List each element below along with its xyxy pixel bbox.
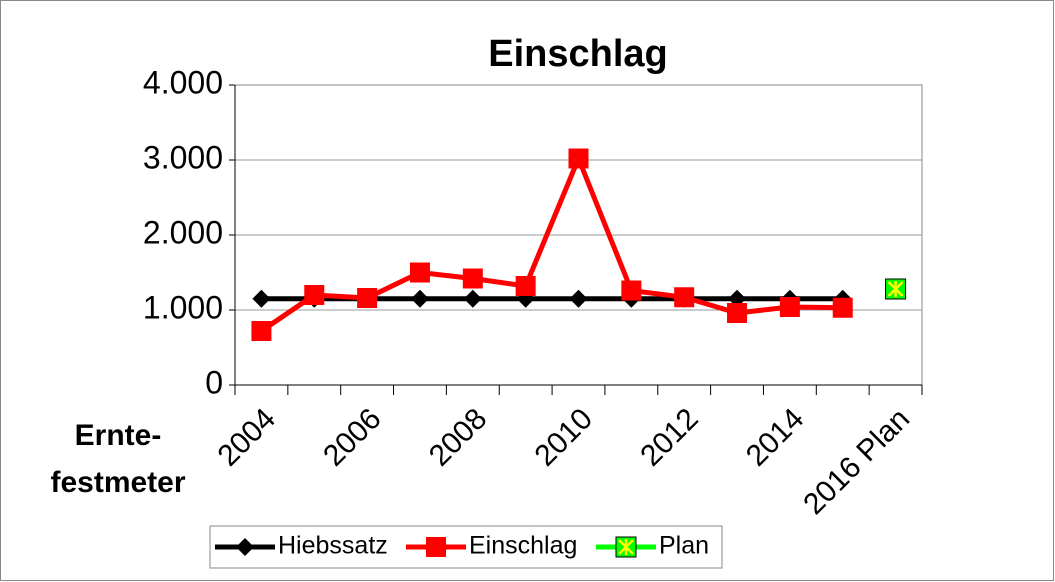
marker-shape: [569, 289, 588, 308]
marker-shape: [463, 289, 482, 308]
data-point: [569, 289, 588, 308]
data-point: [885, 278, 907, 300]
data-point: [779, 297, 800, 317]
marker-shape: [426, 537, 446, 557]
marker-shape: [462, 268, 483, 289]
marker-shape: [251, 321, 272, 341]
legend-marker: [236, 538, 254, 556]
y-tick-label: 4.000: [143, 64, 223, 100]
data-point: [251, 321, 272, 341]
marker-shape: [674, 287, 695, 308]
legend-label: Einschlag: [469, 532, 577, 560]
marker-shape: [568, 148, 589, 169]
marker-shape: [779, 297, 800, 317]
data-point: [515, 276, 536, 296]
marker-shape: [409, 262, 430, 283]
chart-title: Einschlag: [488, 33, 668, 75]
marker-shape: [515, 276, 536, 296]
y-tick-label: 1.000: [143, 289, 223, 325]
marker-star: [887, 281, 904, 297]
legend-label: Plan: [659, 532, 709, 560]
legend-marker: [615, 536, 637, 558]
marker-shape: [304, 285, 325, 305]
data-point: [727, 303, 748, 323]
data-point: [252, 289, 271, 308]
y-tick-label: 2.000: [143, 214, 223, 250]
data-point: [304, 285, 325, 305]
marker-shape: [832, 297, 853, 318]
y-tick-label: 3.000: [143, 139, 223, 175]
y-tick-label: 0: [205, 364, 223, 400]
data-point: [621, 280, 642, 301]
data-point: [410, 289, 429, 308]
marker-shape: [236, 538, 254, 556]
legend-label: Hiebssatz: [278, 532, 388, 560]
marker-shape: [357, 288, 378, 308]
legend-marker: [426, 537, 446, 557]
marker-shape: [410, 289, 429, 308]
data-point: [463, 289, 482, 308]
y-axis-label: Ernte-: [75, 419, 162, 452]
data-point: [409, 262, 430, 283]
data-point: [357, 288, 378, 308]
data-point: [462, 268, 483, 289]
y-axis-label: festmeter: [50, 466, 185, 499]
marker-star: [618, 539, 634, 555]
marker-shape: [252, 289, 271, 308]
data-point: [832, 297, 853, 318]
marker-shape: [621, 280, 642, 301]
data-point: [568, 148, 589, 169]
marker-shape: [727, 303, 748, 323]
data-point: [674, 287, 695, 308]
